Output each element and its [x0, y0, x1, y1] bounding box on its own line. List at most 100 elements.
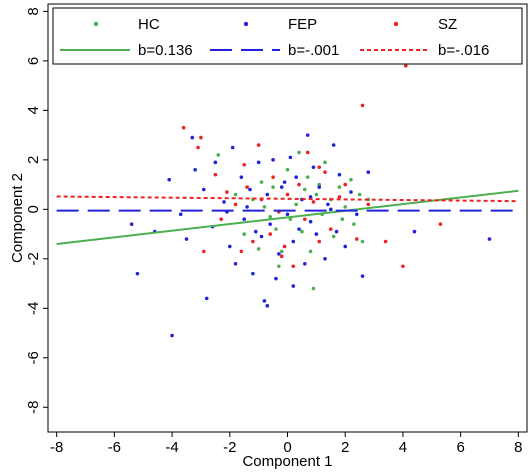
hc-point: [340, 217, 345, 222]
sz-point: [285, 192, 290, 197]
sz-point: [317, 165, 322, 170]
y-tick-label: 2: [25, 156, 42, 164]
fep-point: [268, 222, 272, 226]
fep-point: [291, 239, 296, 244]
sz-point: [323, 170, 327, 175]
fep-point: [294, 175, 298, 179]
fep-point: [326, 202, 330, 207]
fep-point: [285, 212, 290, 217]
fep-point: [167, 177, 171, 182]
fep-point: [360, 274, 365, 278]
fep-point: [305, 133, 310, 137]
fep-point: [282, 180, 287, 184]
fep-point: [308, 195, 313, 199]
sz-point: [401, 264, 405, 269]
sz-point: [279, 254, 284, 259]
sz-point: [233, 202, 238, 207]
hc-point: [331, 234, 336, 239]
sz-legend-marker: [393, 21, 399, 27]
fep-point: [265, 192, 270, 197]
hc-point: [349, 177, 353, 182]
sz-point: [303, 217, 307, 222]
y-tick-label: 0: [25, 205, 42, 213]
fep-point: [279, 185, 284, 189]
hc-point: [279, 249, 284, 254]
hc-point: [357, 192, 362, 197]
fep-point: [129, 222, 134, 226]
fep-point: [288, 155, 293, 160]
x-tick-label: -8: [50, 439, 63, 456]
hc-point: [311, 286, 316, 291]
x-tick-label: -4: [165, 439, 178, 456]
fep-point: [343, 244, 348, 249]
hc-fit-line: [56, 189, 519, 245]
fep-point: [354, 212, 359, 217]
y-tick-label: 4: [25, 106, 42, 114]
hc-point: [271, 185, 275, 189]
axes: -8 -6 -4 -2 0 2 4 6 8 -8 -6 -4 -2 0 2 4 6 8: [25, 3, 528, 456]
fep-point: [184, 237, 189, 241]
legend-box: [52, 7, 523, 65]
legend-label: FEP: [288, 16, 317, 33]
hc-point: [352, 222, 356, 226]
hc-point: [297, 150, 301, 155]
sz-point: [239, 249, 244, 254]
fep-point: [222, 200, 226, 204]
hc-point: [314, 192, 319, 197]
y-tick-label: -8: [25, 401, 42, 414]
fep-point: [297, 227, 301, 231]
sz-point: [354, 237, 359, 241]
sz-point: [213, 172, 218, 177]
sz-point: [337, 195, 342, 199]
hc-point: [305, 175, 310, 179]
sz-point: [196, 145, 200, 150]
fep-point: [239, 175, 244, 179]
fep-point: [259, 234, 264, 239]
sz-point: [383, 239, 388, 244]
hc-point: [294, 202, 298, 207]
fep-point: [213, 160, 218, 165]
hc-point: [303, 187, 307, 192]
hc-point: [317, 182, 322, 187]
legend: HC FEP SZ b=0.136 b=-.001 b=-.016: [52, 7, 523, 65]
sz-point: [317, 239, 322, 244]
fep-point: [230, 145, 235, 150]
x-tick-label: 4: [399, 439, 407, 456]
fep-point: [328, 207, 333, 212]
sz-point: [297, 182, 301, 187]
fep-point: [412, 229, 417, 234]
fep-point: [274, 276, 278, 281]
fep-point: [314, 232, 319, 236]
hc-point: [277, 264, 281, 269]
hc-point: [360, 239, 365, 244]
x-tick-label: 8: [514, 439, 522, 456]
hc-point: [233, 192, 238, 197]
sz-point: [291, 264, 296, 269]
sz-point: [199, 135, 203, 140]
sz-point: [245, 185, 249, 189]
sz-point: [282, 244, 287, 249]
fep-point: [135, 271, 140, 276]
legend-label: b=-.001: [288, 42, 339, 59]
y-tick-label: 8: [25, 7, 42, 15]
hc-point: [274, 227, 278, 231]
fep-point: [291, 284, 296, 288]
hc-point: [300, 229, 304, 234]
fep-point: [337, 172, 342, 177]
hc-point: [268, 214, 272, 219]
fep-point: [256, 160, 261, 165]
fep-point: [178, 212, 183, 217]
legend-label: HC: [138, 16, 160, 33]
fep-point: [265, 304, 270, 308]
sz-point: [404, 64, 408, 68]
fep-point: [317, 185, 322, 189]
plot-area: [56, 64, 519, 338]
hc-legend-marker: [93, 21, 99, 27]
y-tick-label: -6: [25, 351, 42, 364]
fep-point: [366, 170, 371, 175]
fep-point: [253, 229, 258, 234]
fep-point: [323, 257, 327, 261]
hc-point: [337, 185, 342, 189]
x-axis-title: Component 1: [242, 453, 332, 470]
